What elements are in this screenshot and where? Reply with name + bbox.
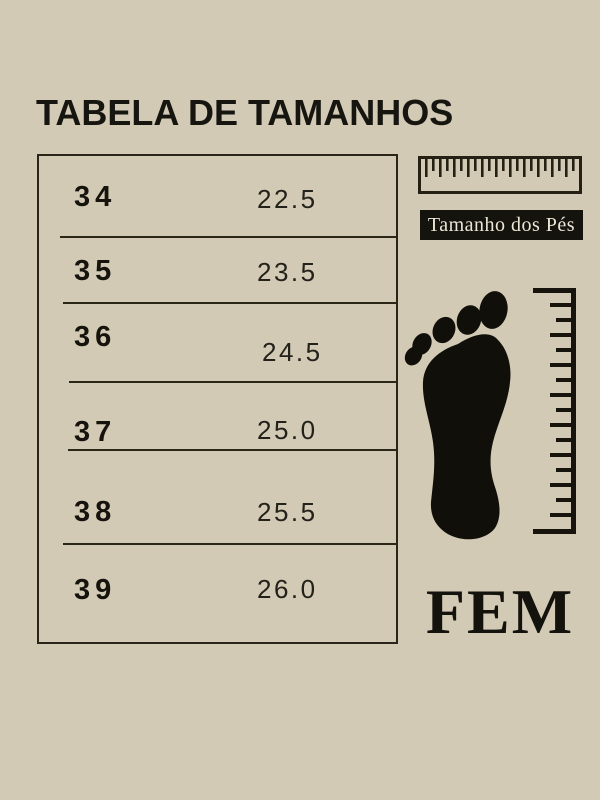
size-value: 38 [74, 496, 117, 528]
size-value: 36 [74, 321, 117, 353]
cm-value: 24.5 [262, 337, 323, 367]
cm-value: 25.0 [257, 415, 318, 445]
size-value: 35 [74, 255, 117, 287]
row-divider [63, 302, 396, 304]
gender-label: FEM [425, 576, 575, 647]
vertical-ruler-icon [533, 288, 576, 534]
row-divider [60, 236, 396, 238]
foot-size-label-text: Tamanho dos Pés [427, 214, 576, 236]
size-value: 39 [74, 574, 117, 606]
cm-value: 22.5 [257, 184, 318, 214]
footprint-icon [404, 291, 511, 540]
row-divider [63, 543, 396, 545]
size-value: 37 [74, 416, 117, 448]
row-divider [68, 449, 396, 451]
size-table: 34 22.5 35 23.5 36 24.5 37 25.0 38 25.5 … [37, 154, 398, 644]
foot-size-label: Tamanho dos Pés [420, 210, 583, 240]
cm-value: 25.5 [257, 497, 318, 527]
cm-value: 23.5 [257, 257, 318, 287]
page-title: TABELA DE TAMANHOS [36, 92, 454, 134]
cm-value: 26.0 [257, 574, 318, 604]
size-value: 34 [74, 181, 117, 213]
horizontal-ruler-icon [418, 156, 582, 194]
row-divider [69, 381, 396, 383]
